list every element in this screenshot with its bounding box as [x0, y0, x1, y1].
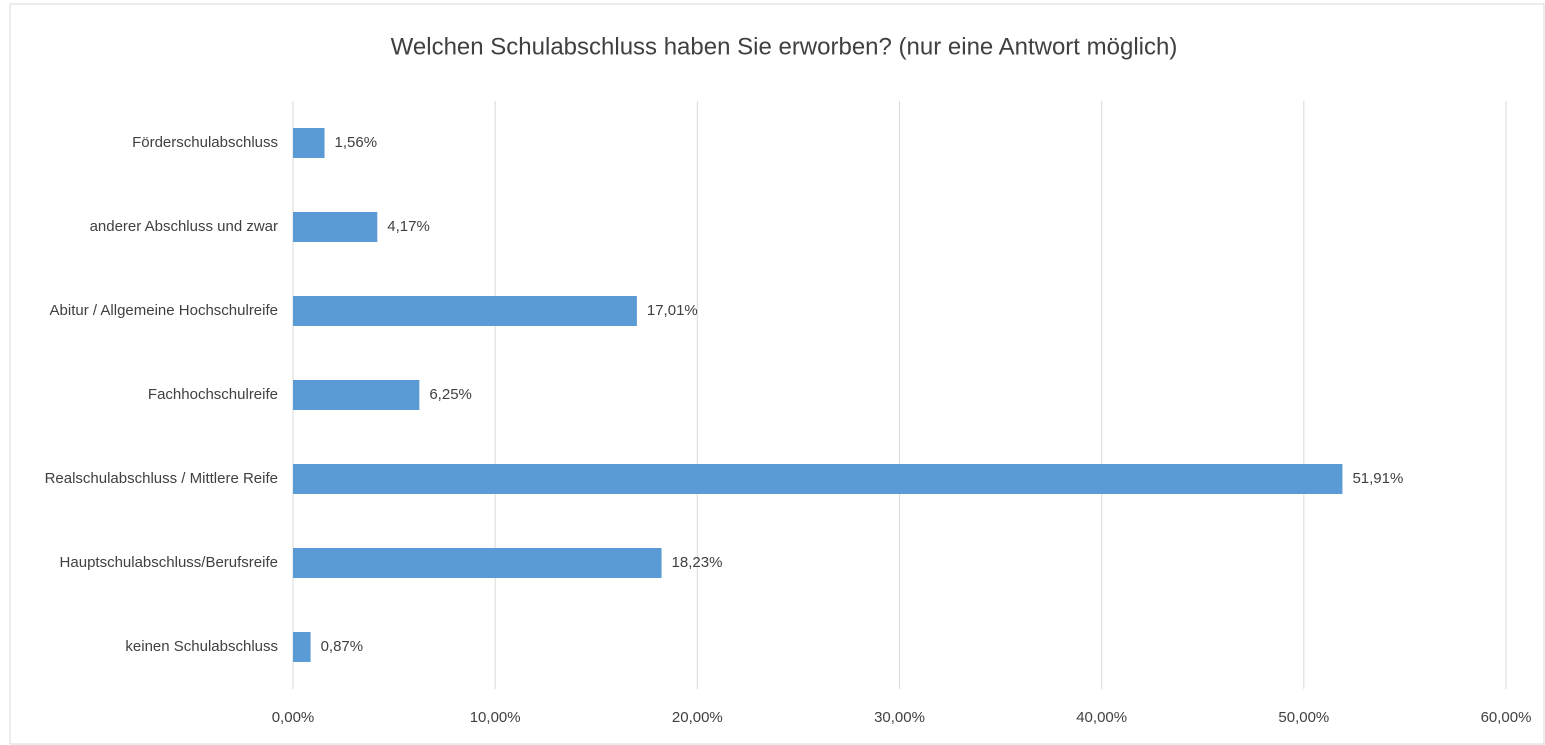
bar [293, 464, 1343, 494]
x-tick-label: 50,00% [1278, 709, 1329, 726]
bar [293, 548, 662, 578]
data-label: 6,25% [429, 386, 472, 403]
chart-title: Welchen Schulabschluss haben Sie erworbe… [391, 33, 1178, 60]
y-tick-label: keinen Schulabschluss [125, 638, 278, 655]
x-tick-label: 60,00% [1481, 709, 1532, 726]
y-tick-label: Hauptschulabschluss/Berufsreife [60, 554, 278, 571]
y-tick-label: Förderschulabschluss [132, 134, 278, 151]
x-tick-label: 0,00% [272, 709, 315, 726]
data-label: 0,87% [321, 638, 364, 655]
y-tick-label: Realschulabschluss / Mittlere Reife [45, 470, 278, 487]
bar [293, 632, 311, 662]
x-tick-label: 20,00% [672, 709, 723, 726]
data-label: 4,17% [387, 218, 430, 235]
data-label: 17,01% [647, 302, 698, 319]
x-tick-label: 40,00% [1076, 709, 1127, 726]
data-label: 1,56% [335, 134, 378, 151]
data-label: 18,23% [672, 554, 723, 571]
x-tick-label: 10,00% [470, 709, 521, 726]
bar [293, 296, 637, 326]
data-label: 51,91% [1352, 470, 1403, 487]
y-tick-label: anderer Abschluss und zwar [90, 218, 278, 235]
chart-frame [9, 3, 1545, 745]
bar [293, 128, 325, 158]
y-tick-label: Abitur / Allgemeine Hochschulreife [50, 302, 278, 319]
bar [293, 212, 378, 242]
y-tick-label: Fachhochschulreife [148, 386, 278, 403]
bar [293, 380, 420, 410]
x-tick-label: 30,00% [874, 709, 925, 726]
